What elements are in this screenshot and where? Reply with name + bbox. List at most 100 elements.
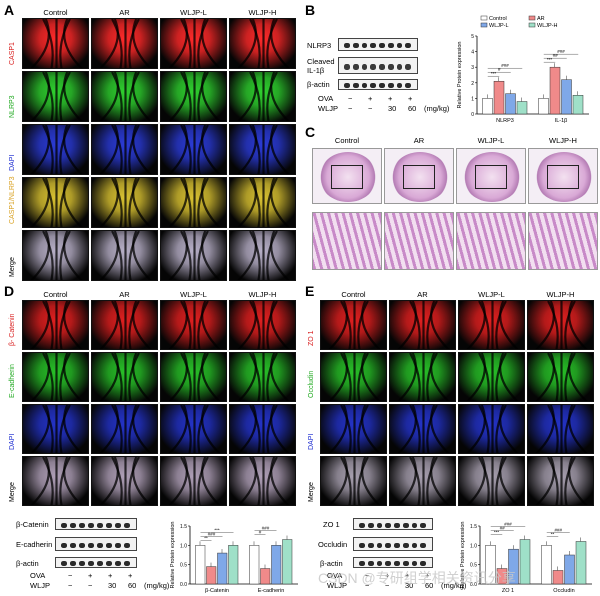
fold-line <box>30 19 50 68</box>
blot-band <box>97 561 103 566</box>
blot-band <box>97 542 103 548</box>
tissue-folds <box>466 405 519 453</box>
treatment-unit: (mg/kg) <box>424 104 450 113</box>
blot-band <box>402 542 409 548</box>
blot-band <box>359 522 365 528</box>
fold-line <box>361 353 381 401</box>
fold-line <box>30 457 50 505</box>
fold-line <box>59 125 71 174</box>
tissue-folds <box>535 353 588 401</box>
fold-line <box>478 405 490 453</box>
treatment-value: 60 <box>408 104 417 113</box>
blot-band <box>106 542 112 548</box>
significance-mark: ** <box>551 531 555 536</box>
fold-line <box>237 19 257 68</box>
blot-band <box>370 83 376 88</box>
legend-swatch <box>528 22 536 28</box>
blot-band <box>379 83 385 88</box>
legend-swatch <box>528 15 536 21</box>
fold-line <box>132 301 152 349</box>
treatment-value: − <box>348 104 353 113</box>
treatment-value: − <box>348 94 353 103</box>
blot-band <box>394 561 400 566</box>
tissue-folds <box>99 125 152 174</box>
fold-line <box>340 457 352 505</box>
fold-line <box>168 457 188 505</box>
blot-band <box>61 522 67 528</box>
significance-mark: ### <box>504 522 512 527</box>
image-tile-e-r1-c2 <box>458 352 525 402</box>
blot-band <box>344 43 350 48</box>
fold-line <box>180 353 192 401</box>
bar-wljp-h-0 <box>516 101 528 115</box>
blot-band <box>88 561 94 566</box>
image-tile-a-r4-c2 <box>160 230 227 281</box>
fold-line <box>42 405 54 453</box>
fold-line <box>111 178 123 227</box>
fold-line <box>30 125 50 174</box>
fold-line <box>426 301 438 349</box>
fold-line <box>357 405 369 453</box>
image-tile-a-r1-c1 <box>91 71 158 122</box>
blot-band <box>405 43 411 48</box>
image-tile-a-r2-c1 <box>91 124 158 175</box>
fold-line <box>535 457 555 505</box>
bar-wljp-l-1 <box>561 79 572 115</box>
image-tile-e-r0-c2 <box>458 300 525 350</box>
fold-line <box>197 353 209 401</box>
fold-line <box>409 353 421 401</box>
fold-line <box>42 125 54 174</box>
zoom-box <box>402 165 435 189</box>
fold-line <box>270 178 290 227</box>
tissue-folds <box>397 301 450 349</box>
fold-line <box>397 405 417 453</box>
blot-band <box>106 522 112 528</box>
blot-band <box>394 522 400 528</box>
fold-line <box>128 125 140 174</box>
row-label-a-1: NLRP3 <box>9 95 16 118</box>
image-tile-e-r2-c2 <box>458 404 525 454</box>
fold-line <box>63 405 83 453</box>
blot-band <box>396 43 403 48</box>
blot-label-ecadherin: E-cadherin <box>16 540 53 549</box>
tissue-cross-section <box>391 152 449 202</box>
fold-line <box>201 231 221 280</box>
tissue-folds <box>99 19 152 68</box>
fold-line <box>128 19 140 68</box>
tissue-folds <box>99 231 152 280</box>
fold-line <box>59 301 71 349</box>
column-label-a-3: WLJP-H <box>248 8 277 17</box>
treatment-value: 30 <box>405 581 414 590</box>
fold-line <box>270 125 290 174</box>
bar-control-0 <box>195 545 206 585</box>
image-tile-d-r0-c3 <box>229 300 296 350</box>
y-tick-label: 0.5 <box>470 563 477 569</box>
treatment-row-label: OVA <box>30 571 46 580</box>
tissue-cross-section <box>535 152 593 202</box>
fold-line <box>197 301 209 349</box>
fold-line <box>63 353 83 401</box>
fold-line <box>63 125 83 174</box>
fold-line <box>499 405 519 453</box>
fold-line <box>111 301 123 349</box>
fold-line <box>266 353 278 401</box>
y-tick-label: 5 <box>471 34 474 40</box>
blot-band <box>70 561 76 566</box>
fold-line <box>63 457 83 505</box>
tissue-folds <box>30 301 83 349</box>
category-label: Occludin <box>553 588 574 594</box>
tissue-folds <box>30 231 83 280</box>
fold-line <box>270 405 290 453</box>
row-label-e-0: ZO 1 <box>308 330 315 346</box>
treatment-value: 30 <box>108 581 117 590</box>
treatment-value: − <box>385 581 390 590</box>
fold-line <box>361 301 381 349</box>
fold-line <box>237 457 257 505</box>
fold-line <box>59 178 71 227</box>
fold-line <box>397 301 417 349</box>
image-tile-d-r3-c3 <box>229 456 296 506</box>
fold-line <box>499 353 519 401</box>
fold-line <box>63 301 83 349</box>
tissue-folds <box>168 457 221 505</box>
fold-line <box>237 231 257 280</box>
